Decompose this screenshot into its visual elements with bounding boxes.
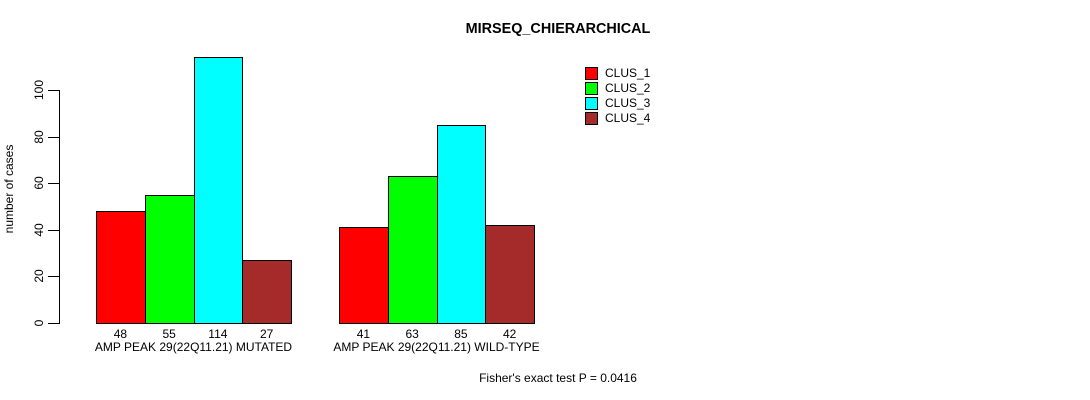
- y-tick-mark: [48, 136, 59, 138]
- legend-item-clus_1: CLUS_1: [585, 66, 650, 81]
- legend-item-clus_2: CLUS_2: [585, 81, 650, 96]
- legend-label: CLUS_4: [605, 111, 651, 125]
- bar-clus_4-group1: [242, 260, 292, 324]
- y-tick-label: 20: [32, 269, 46, 284]
- legend-item-clus_3: CLUS_3: [585, 96, 650, 111]
- group-label: AMP PEAK 29(22Q11.21) WILD-TYPE: [333, 340, 540, 354]
- legend-item-clus_4: CLUS_4: [585, 111, 650, 126]
- legend-swatch: [585, 67, 598, 80]
- legend-label: CLUS_1: [605, 66, 651, 80]
- bar-value-label: 63: [405, 327, 419, 341]
- y-tick-mark: [48, 183, 59, 185]
- bar-value-label: 55: [162, 327, 176, 341]
- fisher-test-note: Fisher's exact test P = 0.0416: [479, 371, 637, 385]
- y-tick-mark: [48, 90, 59, 91]
- bar-value-label: 27: [259, 327, 274, 341]
- bar-clus_1-group1: [96, 211, 146, 324]
- y-tick-label: 40: [32, 223, 46, 237]
- y-tick-label: 0: [32, 319, 46, 327]
- group-label: AMP PEAK 29(22Q11.21) MUTATED: [94, 340, 293, 354]
- bar-clus_4-group2: [485, 225, 535, 324]
- y-tick-label: 80: [32, 129, 46, 144]
- bar-clus_1-group2: [339, 227, 389, 324]
- bar-value-label: 41: [356, 327, 371, 341]
- bar-clus_3-group1: [193, 57, 244, 324]
- y-axis-label: number of cases: [2, 144, 16, 234]
- bar-clus_2-group2: [387, 176, 438, 324]
- y-tick-mark: [48, 276, 59, 278]
- bar-clus_3-group2: [436, 124, 487, 324]
- legend-swatch: [585, 97, 598, 110]
- legend-swatch: [585, 82, 598, 95]
- legend-swatch: [585, 112, 598, 125]
- y-axis-line: [59, 90, 60, 324]
- y-tick-mark: [48, 229, 59, 231]
- legend-label: CLUS_3: [605, 96, 651, 110]
- bar-clus_2-group1: [144, 194, 195, 324]
- legend-label: CLUS_2: [605, 81, 651, 95]
- bar-value-label: 42: [502, 327, 517, 341]
- bar-value-label: 85: [454, 327, 468, 341]
- y-tick-label: 100: [32, 79, 46, 101]
- legend: CLUS_1 CLUS_2 CLUS_3 CLUS_4: [585, 66, 650, 126]
- bar-value-label: 114: [208, 327, 228, 341]
- chart-title: MIRSEQ_CHIERARCHICAL: [465, 21, 651, 37]
- y-tick-label: 60: [32, 176, 46, 190]
- y-tick-mark: [48, 323, 59, 324]
- bar-value-label: 48: [113, 327, 128, 341]
